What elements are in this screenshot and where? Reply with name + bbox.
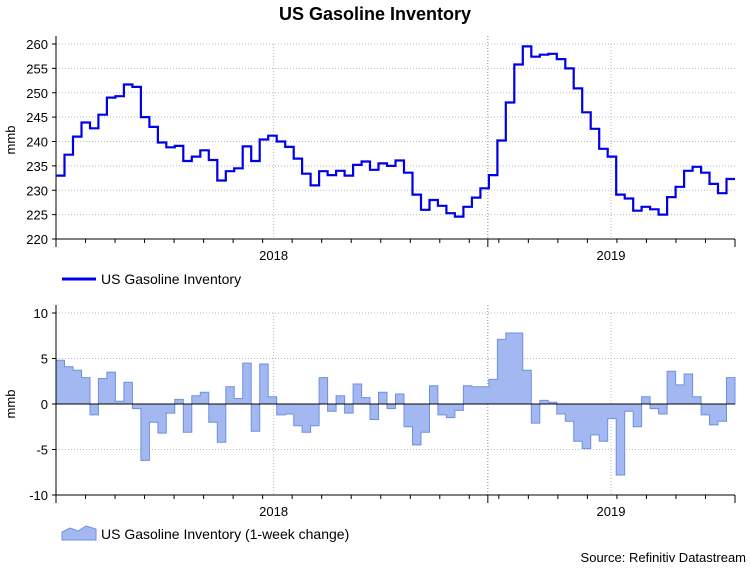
source-note: Source: Refinitiv Datastream bbox=[581, 550, 746, 565]
top-y-axis-label: mmb bbox=[3, 126, 18, 155]
top-y-tick-labels: 220 225 230 235 240 245 250 255 260 bbox=[26, 37, 48, 247]
y-tick-label: -10 bbox=[29, 488, 48, 503]
bottom-legend-label: US Gasoline Inventory (1-week change) bbox=[101, 526, 349, 542]
y-tick-label: 0 bbox=[41, 397, 48, 412]
y-tick-label: 255 bbox=[26, 61, 48, 76]
y-tick-label: 220 bbox=[26, 232, 48, 247]
y-tick-label: 250 bbox=[26, 86, 48, 101]
top-legend-label: US Gasoline Inventory bbox=[101, 271, 241, 287]
chart-title: US Gasoline Inventory bbox=[279, 4, 471, 24]
y-tick-label: 245 bbox=[26, 110, 48, 125]
top-x-tick-labels: 2018 2019 bbox=[259, 248, 625, 263]
bottom-series bbox=[55, 332, 736, 476]
y-tick-label: -5 bbox=[36, 443, 48, 458]
bottom-y-axis-label: mmb bbox=[3, 390, 18, 419]
y-tick-label: 5 bbox=[41, 352, 48, 367]
bottom-x-tick-labels: 2018 2019 bbox=[259, 504, 625, 519]
x-tick-label: 2018 bbox=[259, 248, 288, 263]
x-tick-label: 2019 bbox=[597, 248, 626, 263]
x-tick-label: 2018 bbox=[259, 504, 288, 519]
y-tick-label: 10 bbox=[34, 306, 48, 321]
y-tick-label: 260 bbox=[26, 37, 48, 52]
y-tick-label: 240 bbox=[26, 135, 48, 150]
bottom-legend-swatch bbox=[61, 525, 97, 541]
y-tick-label: 225 bbox=[26, 208, 48, 223]
top-series bbox=[56, 45, 735, 218]
y-tick-label: 235 bbox=[26, 159, 48, 174]
inventory-line bbox=[56, 45, 735, 218]
top-axes bbox=[52, 36, 736, 247]
y-tick-label: 230 bbox=[26, 183, 48, 198]
bottom-y-tick-labels: -10 -5 0 5 10 bbox=[29, 306, 48, 503]
bottom-axes bbox=[52, 305, 736, 503]
x-tick-label: 2019 bbox=[597, 504, 626, 519]
